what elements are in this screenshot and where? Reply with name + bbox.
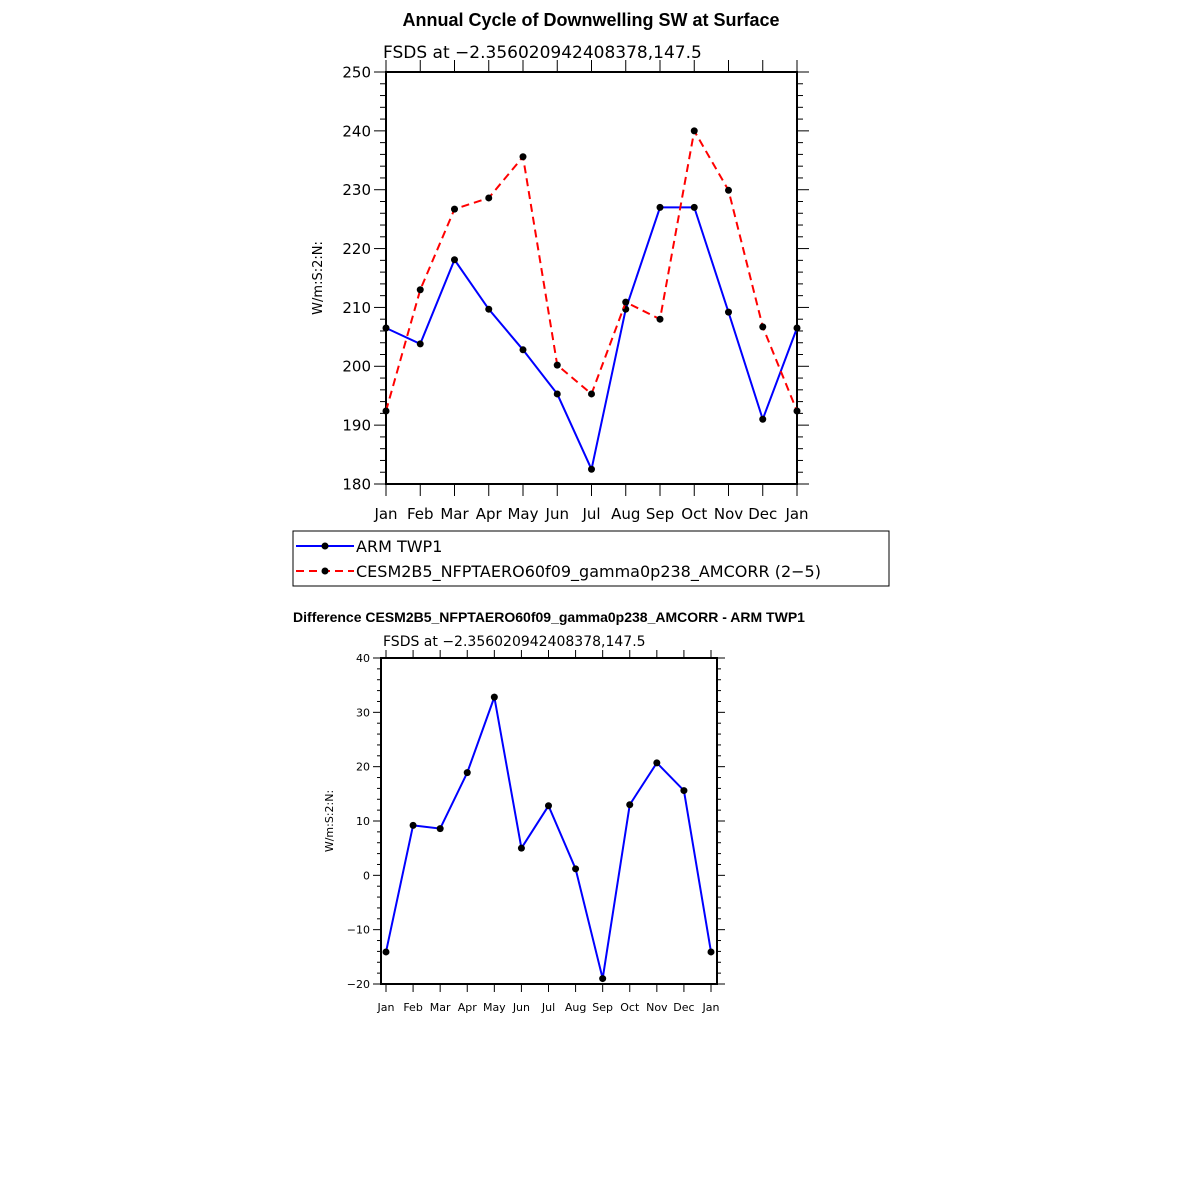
x-tick-label: Sep [592,1001,613,1014]
y-tick-label: 200 [342,358,371,376]
data-point [553,361,561,369]
data-point [490,693,498,701]
data-point [707,948,715,956]
data-point [588,390,595,398]
y-tick-label: 210 [342,299,371,317]
y-tick-label: 180 [342,475,371,493]
data-point [793,324,801,332]
data-point [653,759,661,767]
y-tick-label: 40 [356,652,370,665]
data-point [436,825,444,833]
legend-label-arm: ARM TWP1 [356,537,442,556]
y-tick-label: 250 [342,63,371,81]
x-tick-label: Jun [512,1001,530,1014]
x-tick-label: Sep [646,505,674,523]
x-tick-label: Nov [714,505,743,523]
data-point [690,203,698,211]
data-point [416,340,424,348]
data-point [451,256,458,264]
x-tick-label: Mar [430,1001,451,1014]
series-line-arm [385,206,798,473]
y-tick-label: −10 [347,924,370,937]
difference-chart-subtitle: FSDS at −2.356020942408378,147.5 [383,634,646,650]
data-point [416,286,424,294]
data-point [656,315,664,323]
x-tick-label: May [483,1001,506,1014]
x-tick-label: Apr [476,505,503,523]
data-point [656,203,664,211]
legend-box [292,530,890,587]
data-point [725,308,732,316]
difference-plot: −20 −10 0 10 20 30 40 Jan Feb Mar Apr May Jun Jul Aug S… [347,650,725,1014]
x-tick-label: May [507,505,538,523]
data-point [545,802,552,810]
x-tick-label: Mar [440,505,469,523]
main-plot: 180 190 200 210 220 230 240 250 Jan Feb Mar Apr May J… [342,60,809,523]
x-tick-label: Feb [403,1001,422,1014]
data-point [463,769,471,777]
data-point [759,323,767,331]
y-tick-label: 240 [342,122,371,140]
x-tick-label: Jul [581,505,600,523]
plot-frame [385,71,798,485]
legend-marker-cesm [321,567,329,575]
x-tick-label: Apr [458,1001,478,1014]
x-tick-label: Jan [373,505,397,523]
data-point [626,801,634,809]
data-point [382,324,390,332]
series-line-cesm [385,127,798,412]
chart-subtitle: FSDS at −2.356020942408378,147.5 [383,43,702,63]
x-tick-label: Dec [748,505,777,523]
data-point [519,346,527,354]
data-point [680,787,688,795]
data-point [572,865,580,873]
x-tick-label: Aug [611,505,640,523]
data-point [382,407,390,415]
x-tick-label: Oct [681,505,707,523]
difference-chart-title: Difference CESM2B5_NFPTAERO60f09_gamma0p… [293,609,805,625]
y-tick-label: 20 [356,761,370,774]
x-tick-label: Jun [545,505,569,523]
y-tick-label: 30 [356,706,370,719]
plot-frame [380,657,718,985]
series-line-arm [385,693,712,979]
data-point [690,127,698,135]
legend: ARM TWP1 CESM2B5_NFPTAERO60f09_gamma0p23… [292,530,890,587]
chart-title: Annual Cycle of Downwelling SW at Surfac… [402,10,779,30]
data-point [725,186,732,194]
data-point [485,194,493,202]
data-point [517,844,525,852]
x-tick-label: Aug [565,1001,586,1014]
y-axis-label: W/m:S:2:N: [311,241,326,315]
y-tick-label: 190 [342,417,371,435]
y-tick-label: 230 [342,181,371,199]
x-tick-label: Dec [673,1001,694,1014]
data-point [451,205,458,213]
data-point [599,975,607,983]
data-point [588,465,595,473]
data-point [759,415,767,423]
x-tick-label: Jan [784,505,808,523]
legend-label-cesm: CESM2B5_NFPTAERO60f09_gamma0p238_AMCORR … [356,562,821,582]
data-point [382,948,390,956]
x-tick-label: Jul [541,1001,555,1014]
data-point [519,153,527,161]
data-point [622,298,630,306]
y-tick-label: 220 [342,240,371,258]
x-tick-label: Feb [407,505,434,523]
y-tick-label: 0 [363,869,370,882]
x-tick-label: Nov [646,1001,668,1014]
data-point [409,821,417,829]
x-tick-label: Jan [702,1001,720,1014]
x-tick-label: Oct [620,1001,640,1014]
difference-y-axis-label: W/m:S:2:N: [323,790,336,852]
y-tick-label: 10 [356,815,370,828]
data-point [553,390,561,398]
data-point [485,305,493,313]
data-point [793,407,801,415]
y-tick-label: −20 [347,978,370,991]
legend-marker-arm [321,542,329,550]
x-tick-label: Jan [377,1001,395,1014]
